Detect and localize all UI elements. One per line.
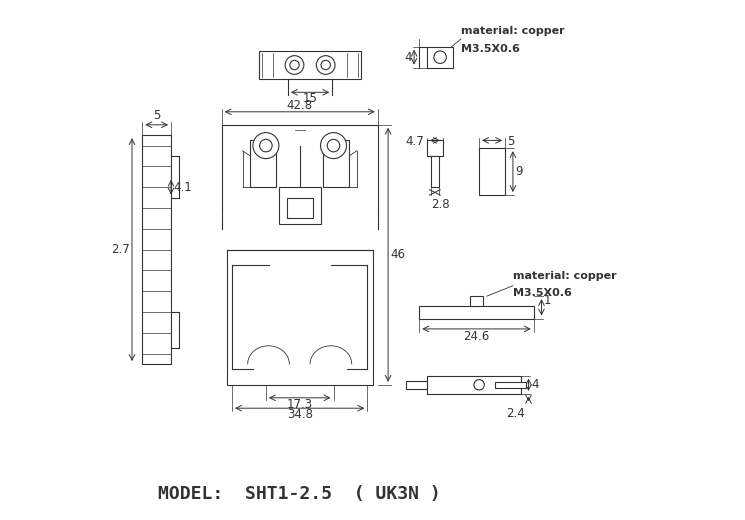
Circle shape — [434, 51, 446, 63]
Bar — [323, 140, 349, 187]
Text: 42.8: 42.8 — [287, 99, 313, 112]
Text: 1: 1 — [544, 294, 551, 307]
Circle shape — [253, 133, 279, 159]
Text: 46: 46 — [390, 249, 406, 262]
Circle shape — [260, 139, 272, 152]
Text: 2.4: 2.4 — [506, 407, 525, 420]
Bar — [479, 148, 505, 195]
Bar — [419, 306, 533, 318]
Text: 9: 9 — [516, 165, 523, 178]
Bar — [406, 381, 427, 389]
Circle shape — [321, 60, 330, 70]
Text: 5: 5 — [507, 136, 514, 149]
Text: material: copper: material: copper — [513, 270, 617, 281]
Text: M3.5X0.6: M3.5X0.6 — [513, 288, 571, 298]
Circle shape — [290, 60, 299, 70]
Circle shape — [327, 139, 340, 152]
Text: 2.8: 2.8 — [431, 198, 449, 211]
Text: MODEL:  SHT1-2.5  ( UK3N ): MODEL: SHT1-2.5 ( UK3N ) — [159, 485, 441, 503]
Bar — [495, 382, 526, 388]
Text: 2.7: 2.7 — [111, 243, 130, 256]
Text: 4.1: 4.1 — [174, 181, 192, 194]
Text: 34.8: 34.8 — [287, 408, 313, 421]
Text: 4: 4 — [404, 51, 411, 64]
Bar — [142, 135, 171, 364]
Bar — [250, 140, 276, 187]
Circle shape — [320, 133, 346, 159]
Text: material: copper: material: copper — [461, 27, 565, 36]
Circle shape — [285, 56, 304, 74]
Circle shape — [474, 380, 484, 390]
Bar — [287, 198, 313, 218]
Circle shape — [317, 56, 335, 74]
Bar — [259, 51, 361, 80]
Text: 17.3: 17.3 — [287, 398, 313, 411]
Bar — [431, 156, 439, 187]
Bar — [279, 187, 320, 224]
Bar — [227, 250, 372, 385]
Text: 4.7: 4.7 — [406, 136, 425, 149]
Bar — [427, 47, 453, 68]
Text: 15: 15 — [302, 93, 317, 106]
Text: 5: 5 — [153, 109, 160, 122]
Text: M3.5X0.6: M3.5X0.6 — [461, 44, 520, 54]
Text: 24.6: 24.6 — [463, 330, 489, 343]
Bar — [427, 140, 443, 156]
Text: 4: 4 — [531, 379, 539, 391]
Bar — [427, 376, 521, 394]
Bar — [470, 296, 483, 306]
